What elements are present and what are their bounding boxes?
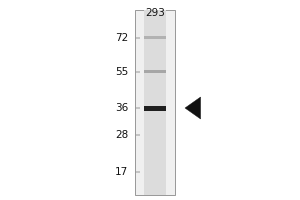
Bar bbox=[135, 10, 175, 195]
Text: 55: 55 bbox=[115, 67, 128, 77]
Bar bbox=[135, 107, 140, 109]
Bar bbox=[135, 171, 140, 173]
Bar bbox=[135, 71, 140, 73]
Bar bbox=[135, 134, 140, 136]
Bar bbox=[144, 36, 166, 39]
Text: 28: 28 bbox=[115, 130, 128, 140]
Text: 36: 36 bbox=[115, 103, 128, 113]
Bar bbox=[144, 106, 166, 110]
Bar bbox=[135, 37, 140, 39]
Text: 17: 17 bbox=[115, 167, 128, 177]
Bar bbox=[144, 10, 166, 195]
Text: 72: 72 bbox=[115, 33, 128, 43]
Text: 293: 293 bbox=[145, 8, 165, 18]
Polygon shape bbox=[185, 97, 201, 119]
Bar bbox=[144, 70, 166, 73]
